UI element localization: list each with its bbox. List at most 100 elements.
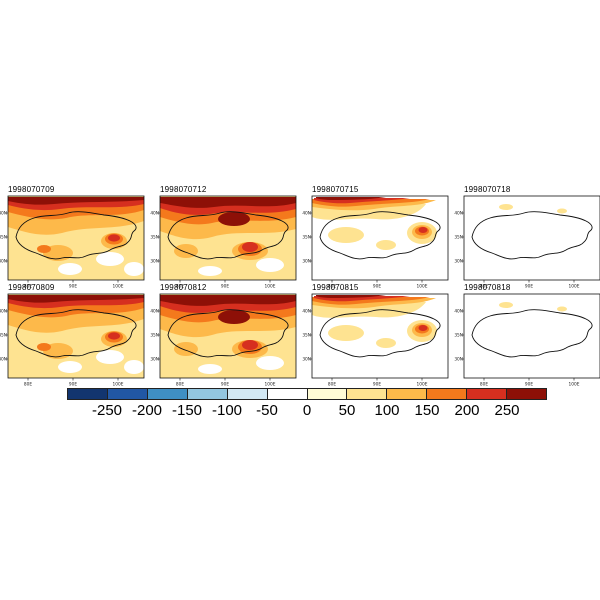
lat-tick-label: 35N	[0, 234, 7, 240]
colorbar-tick-label: -100	[211, 402, 243, 419]
contour-field	[8, 294, 144, 378]
lat-tick-label: 35N	[150, 234, 159, 240]
lat-tick-label: 40N	[0, 308, 7, 314]
lat-tick-label: 30N	[302, 258, 311, 264]
map-plot: 40N 35N 30N 80E 90E 100E	[454, 195, 600, 290]
panel-title: 1998070815	[312, 283, 359, 292]
lat-tick-label: 40N	[0, 210, 7, 216]
map-plot: 40N 35N 30N 80E 90E 100E	[302, 195, 449, 290]
colorbar-tick-label: 200	[454, 402, 480, 419]
lat-tick-label: 40N	[150, 210, 159, 216]
panel-title: 1998070812	[160, 283, 207, 292]
lon-tick-label: 100E	[265, 382, 276, 388]
lon-tick-label: 90E	[373, 284, 381, 290]
lon-tick-label: 80E	[328, 284, 336, 290]
lat-tick-label: 35N	[454, 332, 463, 338]
colorbar-segment	[267, 389, 308, 399]
map-frame	[311, 293, 449, 379]
lon-tick-label: 100E	[417, 284, 428, 290]
map-plot: 40N 35N 30N 80E 90E 100E	[0, 195, 145, 290]
panel-title: 1998070715	[312, 185, 359, 194]
colorbar-segment	[427, 389, 468, 399]
lon-tick-label: 80E	[176, 382, 184, 388]
lon-tick-label: 80E	[480, 284, 488, 290]
lat-tick-label: 35N	[454, 234, 463, 240]
panel-title: 1998070712	[160, 185, 207, 194]
colorbar-segment	[227, 389, 268, 399]
panel-title: 1998070718	[464, 185, 511, 194]
colorbar-tick-label: -150	[171, 402, 203, 419]
colorbar-tick-label: -250	[91, 402, 123, 419]
contour-field	[160, 196, 296, 280]
map-frame	[7, 195, 145, 281]
colorbar-segment	[387, 389, 428, 399]
contour-field	[312, 197, 437, 250]
lat-tick-label: 35N	[0, 332, 7, 338]
panel-title: 1998070809	[8, 283, 55, 292]
colorbar-segment	[68, 389, 108, 399]
lon-tick-label: 80E	[24, 382, 32, 388]
lon-tick-label: 100E	[569, 382, 580, 388]
lat-tick-label: 30N	[150, 258, 159, 264]
plateau-outline	[471, 211, 593, 260]
lon-tick-label: 90E	[221, 284, 229, 290]
map-plot: 40N 35N 30N 80E 90E 100E	[150, 195, 297, 290]
colorbar-tick-label: 50	[338, 402, 356, 419]
map-panel: 1998070809 40N 35N 30N 80E 90E 100E	[0, 283, 148, 388]
map-plot: 40N 35N 30N 80E 90E 100E	[0, 293, 145, 388]
colorbar-segment	[187, 389, 228, 399]
colorbar-segment	[507, 389, 547, 399]
colorbar-tick-label: -200	[131, 402, 163, 419]
lat-tick-label: 30N	[454, 258, 463, 264]
map-plot: 40N 35N 30N 80E 90E 100E	[302, 293, 449, 388]
lon-tick-label: 100E	[113, 382, 124, 388]
lat-tick-label: 40N	[454, 308, 463, 314]
lon-tick-label: 100E	[569, 284, 580, 290]
lat-tick-label: 35N	[150, 332, 159, 338]
colorbar-bar	[67, 388, 547, 400]
map-frame	[311, 195, 449, 281]
lon-tick-label: 80E	[24, 284, 32, 290]
lat-tick-label: 40N	[302, 210, 311, 216]
lat-tick-label: 40N	[454, 210, 463, 216]
map-panel: 1998070718 40N 35N 30N 80E 90E 100E	[454, 185, 600, 290]
axis-ticks	[461, 212, 575, 283]
axis-ticks	[309, 310, 423, 381]
map-plot: 40N 35N 30N 80E 90E 100E	[150, 293, 297, 388]
map-plot: 40N 35N 30N 80E 90E 100E	[454, 293, 600, 388]
axis-ticks	[309, 212, 423, 283]
map-frame	[463, 293, 600, 379]
lon-tick-label: 100E	[417, 382, 428, 388]
map-panel: 1998070709 40N 35N 30N 80E 90E 100E	[0, 185, 148, 290]
lat-tick-label: 30N	[0, 258, 7, 264]
axis-ticks	[461, 310, 575, 381]
lat-tick-label: 40N	[150, 308, 159, 314]
lon-tick-label: 80E	[176, 284, 184, 290]
lat-tick-label: 30N	[150, 356, 159, 362]
map-frame	[159, 293, 297, 379]
lat-tick-label: 30N	[0, 356, 7, 362]
lon-tick-label: 90E	[525, 382, 533, 388]
lat-tick-label: 30N	[302, 356, 311, 362]
colorbar-segment	[307, 389, 348, 399]
lat-tick-label: 35N	[302, 234, 311, 240]
colorbar-tick-label: 0	[302, 402, 312, 419]
colorbar-tick-label: -50	[256, 402, 278, 419]
map-frame	[7, 293, 145, 379]
lat-tick-label: 35N	[302, 332, 311, 338]
colorbar-tick-label: 150	[414, 402, 440, 419]
colorbar-tick-label: 250	[494, 402, 520, 419]
colorbar-tick-label: 100	[374, 402, 400, 419]
contour-field	[160, 294, 296, 378]
panel-title: 1998070818	[464, 283, 511, 292]
lon-tick-label: 100E	[265, 284, 276, 290]
lon-tick-label: 100E	[113, 284, 124, 290]
lon-tick-label: 90E	[525, 284, 533, 290]
lon-tick-label: 90E	[69, 382, 77, 388]
contour-field	[312, 295, 437, 348]
map-frame	[159, 195, 297, 281]
map-panel: 1998070812 40N 35N 30N 80E 90E 100E	[150, 283, 300, 388]
map-frame	[463, 195, 600, 281]
map-panel: 1998070818 40N 35N 30N 80E 90E 100E	[454, 283, 600, 388]
lat-tick-label: 40N	[302, 308, 311, 314]
